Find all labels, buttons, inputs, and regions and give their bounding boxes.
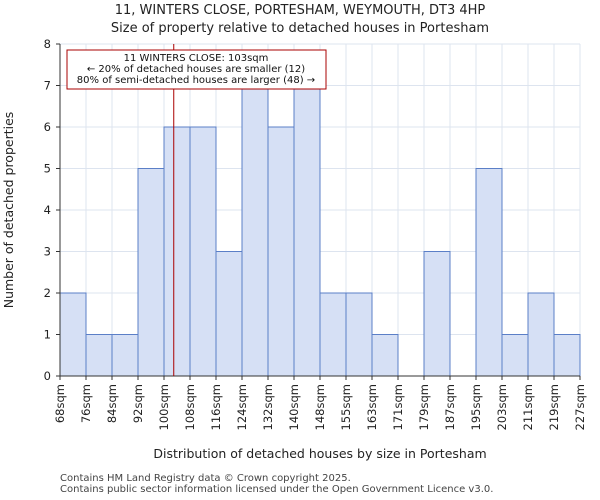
bar-203sqm	[501, 334, 529, 377]
bar-195sqm	[475, 168, 503, 377]
y-tick-label: 0	[44, 369, 51, 383]
annotation-border	[66, 49, 327, 90]
y-tick-label: 6	[44, 120, 51, 134]
x-tick-label: 203sqm	[495, 384, 509, 430]
bar-100sqm	[163, 126, 191, 377]
bar-148sqm	[319, 292, 347, 377]
x-tick-label: 171sqm	[391, 384, 405, 430]
y-tick-label: 3	[44, 245, 51, 259]
x-tick-label: 68sqm	[53, 384, 67, 423]
x-tick-label: 140sqm	[287, 384, 301, 430]
bar-68sqm	[59, 292, 87, 377]
y-ticks: 0 1 2 3 4 5 6 7 8	[44, 37, 60, 383]
chart-title-line-2: Size of property relative to detached ho…	[111, 21, 489, 36]
bar-219sqm	[553, 334, 581, 377]
bar-108sqm	[189, 126, 217, 377]
x-tick-label: 155sqm	[339, 384, 353, 430]
x-tick-label: 124sqm	[235, 384, 249, 430]
y-tick-label: 5	[44, 162, 51, 176]
annotation-line-3: 80% of semi-detached houses are larger (…	[77, 75, 315, 86]
x-tick-label: 187sqm	[443, 384, 457, 430]
x-tick-label: 211sqm	[521, 384, 535, 430]
footer-line-2: Contains public sector information licen…	[60, 484, 494, 495]
chart-title-line-1: 11, WINTERS CLOSE, PORTESHAM, WEYMOUTH, …	[115, 3, 486, 18]
bars	[59, 85, 581, 377]
x-ticks: 68sqm 76sqm 84sqm 92sqm 100sqm 108sqm 116sqm 12…	[53, 376, 587, 430]
bar-76sqm	[85, 334, 113, 377]
bar-84sqm	[111, 334, 139, 377]
y-tick-label: 2	[44, 286, 51, 300]
bar-179sqm	[423, 251, 451, 377]
annotation-line-2: ← 20% of detached houses are smaller (12…	[87, 64, 305, 75]
x-tick-label: 179sqm	[417, 384, 431, 430]
x-axis-label: Distribution of detached houses by size …	[153, 446, 486, 461]
bar-163sqm	[371, 334, 399, 377]
annotation-box: 11 WINTERS CLOSE: 103sqm ← 20% of detach…	[66, 49, 327, 90]
bar-92sqm	[137, 168, 165, 377]
x-tick-label: 148sqm	[313, 384, 327, 430]
x-tick-label: 92sqm	[131, 384, 145, 423]
x-tick-label: 100sqm	[157, 384, 171, 430]
bar-116sqm	[215, 251, 243, 377]
bar-124sqm	[241, 85, 269, 377]
y-axis-label: Number of detached properties	[1, 112, 16, 309]
x-tick-label: 195sqm	[469, 384, 483, 430]
x-tick-label: 84sqm	[105, 384, 119, 423]
x-tick-label: 219sqm	[547, 384, 561, 430]
x-tick-label: 132sqm	[261, 384, 275, 430]
bar-132sqm	[267, 126, 295, 377]
x-tick-label: 76sqm	[79, 384, 93, 423]
y-tick-label: 1	[44, 328, 51, 342]
bar-140sqm	[293, 85, 321, 377]
annotation-line-1: 11 WINTERS CLOSE: 103sqm	[124, 53, 269, 64]
x-tick-label: 108sqm	[183, 384, 197, 430]
x-tick-label: 227sqm	[573, 384, 587, 430]
bar-155sqm	[345, 292, 373, 377]
y-tick-label: 7	[44, 79, 51, 93]
x-tick-label: 116sqm	[209, 384, 223, 430]
bar-211sqm	[527, 292, 555, 377]
footer-line-1: Contains HM Land Registry data © Crown c…	[60, 473, 351, 484]
x-tick-label: 163sqm	[365, 384, 379, 430]
y-tick-label: 8	[44, 37, 51, 51]
y-tick-label: 4	[44, 203, 51, 217]
